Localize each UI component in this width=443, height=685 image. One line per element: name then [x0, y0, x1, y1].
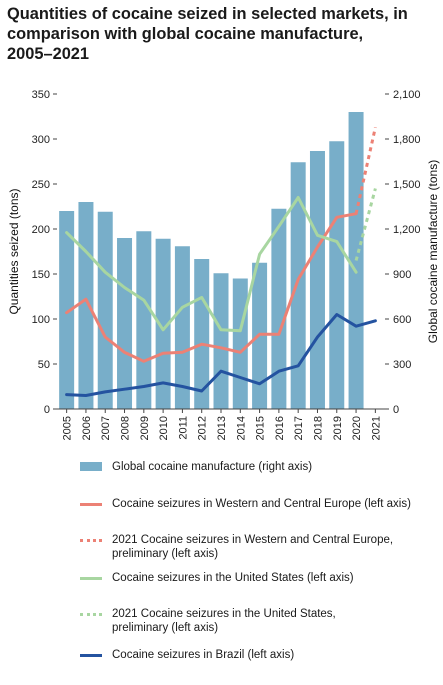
left-axis-tick-label: 300: [32, 134, 50, 146]
right-axis-tick-label: 900: [393, 269, 411, 281]
left-axis-tick-label: 250: [32, 179, 50, 191]
legend-swatch: [80, 462, 102, 471]
manufacture-bar-2013: [213, 273, 229, 409]
left-axis-tick-label: 100: [32, 314, 50, 326]
legend-swatch: [80, 654, 102, 657]
x-axis-tick-label: 2010: [158, 416, 170, 440]
right-axis-tick-label: 600: [393, 314, 411, 326]
manufacture-bar-2010: [155, 238, 171, 409]
legend-label-line: preliminary (left axis): [112, 622, 219, 634]
legend-label: 2021 Cocaine seizures in Western and Cen…: [112, 533, 432, 561]
legend-label-line: Cocaine seizures in Brazil (left axis): [112, 649, 295, 661]
legend-swatch: [80, 539, 102, 542]
legend-label-line: Cocaine seizures in the United States (l…: [112, 572, 354, 584]
bars-layer: [59, 112, 364, 409]
combo-chart: 0 50 100 150 200 250 300 350 0 300 600 900 1,200 1,50…: [7, 89, 440, 440]
right-axis-tick-label: 300: [393, 359, 411, 371]
lines-layer: [65, 126, 377, 397]
right-axis-tick-label: 1,500: [393, 179, 421, 191]
x-axis-tick-label: 2005: [62, 416, 74, 440]
left-axis-tick-label: 350: [32, 89, 50, 101]
legend-swatch: [80, 613, 102, 616]
manufacture-bar-2019: [329, 141, 345, 409]
manufacture-bar-2006: [78, 202, 94, 409]
x-axis-tick-label: 2018: [312, 416, 324, 440]
manufacture-bar-2005: [59, 211, 75, 409]
manufacture-bar-2009: [136, 231, 152, 409]
united-states-line: [65, 196, 358, 333]
x-axis-tick-label: 2008: [120, 416, 132, 440]
axes-layer: 0 50 100 150 200 250 300 350 0 300 600 900 1,200 1,50…: [7, 89, 440, 440]
right-axis-title: Global cocaine manufacture (tons): [426, 160, 440, 343]
x-axis-tick-label: 2013: [216, 416, 228, 440]
legend-swatch: [80, 577, 102, 580]
right-axis-tick-label: 1,800: [393, 134, 421, 146]
left-axis-tick-label: 200: [32, 224, 50, 236]
manufacture-bar-2017: [290, 162, 306, 409]
left-axis-tick-label: 150: [32, 269, 50, 281]
x-axis-tick-label: 2009: [139, 416, 151, 440]
manufacture-bar-2008: [117, 238, 133, 409]
chart-title: Quantities of cocaine seized in selected…: [7, 4, 437, 64]
manufacture-bar-2020: [348, 112, 364, 409]
legend-label: Cocaine seizures in Brazil (left axis): [112, 648, 432, 662]
legend-label: Global cocaine manufacture (right axis): [112, 460, 432, 474]
left-axis-tick-label: 50: [38, 359, 50, 371]
manufacture-bar-2007: [97, 211, 113, 409]
manufacture-bar-2016: [271, 208, 287, 409]
x-axis-tick-label: 2012: [197, 416, 209, 440]
right-axis-tick-label: 1,200: [393, 224, 421, 236]
legend-label: Cocaine seizures in the United States (l…: [112, 571, 432, 585]
legend-swatch: [80, 503, 102, 506]
legend-label: 2021 Cocaine seizures in the United Stat…: [112, 607, 432, 635]
x-axis-tick-label: 2007: [100, 416, 112, 440]
manufacture-bar-2011: [174, 246, 190, 409]
western-europe-line: [65, 212, 358, 363]
x-axis-tick-label: 2014: [235, 416, 247, 440]
legend-label-line: preliminary (left axis): [112, 548, 219, 560]
legend-label-line: 2021 Cocaine seizures in the United Stat…: [112, 608, 336, 620]
manufacture-bar-2014: [232, 278, 248, 409]
legend-label-line: Cocaine seizures in Western and Central …: [112, 498, 411, 510]
x-axis-tick-label: 2016: [274, 416, 286, 440]
right-axis-tick-label: 2,100: [393, 89, 421, 101]
x-axis-tick-label: 2021: [370, 416, 382, 440]
x-axis-tick-label: 2020: [351, 416, 363, 440]
brazil-line: [65, 313, 377, 397]
legend-label-line: Global cocaine manufacture (right axis): [112, 461, 313, 473]
chart-title-line: Quantities of cocaine seized in selected…: [7, 5, 408, 23]
right-axis-tick-label: 0: [393, 404, 399, 416]
western-europe-2021-preliminary-line: [354, 126, 377, 215]
left-axis-tick-label: 0: [44, 404, 50, 416]
x-axis-tick-label: 2017: [293, 416, 305, 440]
x-axis-tick-label: 2019: [332, 416, 344, 440]
left-axis-title: Quantities seized (tons): [7, 188, 21, 314]
legend-label: Cocaine seizures in Western and Central …: [112, 497, 432, 511]
manufacture-bar-2012: [194, 259, 210, 409]
x-axis-tick-label: 2015: [255, 416, 267, 440]
chart-title-line: comparison with global cocaine manufactu…: [7, 25, 364, 43]
x-axis-tick-label: 2011: [177, 416, 189, 440]
chart-title-line: 2005–2021: [7, 45, 90, 63]
legend-label-line: 2021 Cocaine seizures in Western and Cen…: [112, 534, 394, 546]
manufacture-bar-2018: [309, 151, 325, 409]
x-axis-tick-label: 2006: [81, 416, 93, 440]
